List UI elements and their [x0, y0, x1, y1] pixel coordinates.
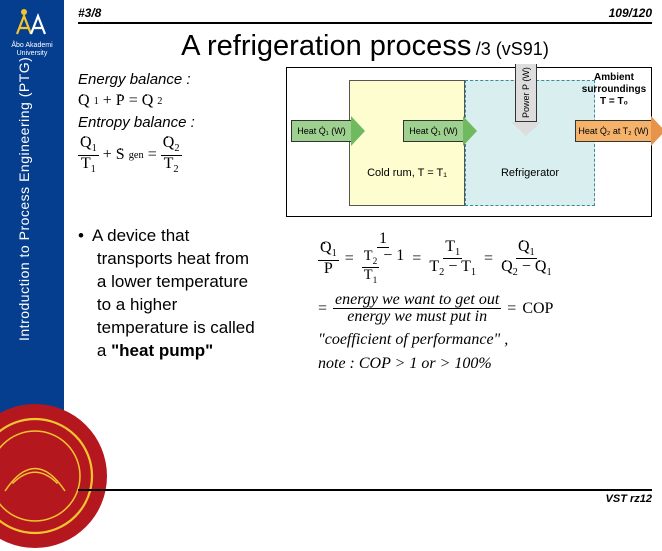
university-name: Åbo Akademi University — [11, 42, 52, 58]
aa-logo-icon — [14, 4, 50, 40]
cop-eq-line2: = energy we want to get out energy we mu… — [318, 292, 652, 325]
heat-pump-bullet: •A device that transports heat from a lo… — [78, 225, 308, 379]
cop-label-line: "coefficient of performance" , — [318, 331, 652, 349]
title-main: A refrigeration process — [181, 30, 471, 62]
entropy-balance-label: Entropy balance : — [78, 114, 278, 131]
ambient-label: Ambient surroundings T = T₀ — [581, 72, 647, 108]
energy-balance-label: Energy balance : — [78, 71, 278, 88]
energy-balance-eq: Q1 + P = Q2 — [78, 92, 278, 110]
footer-bar: VST rz12 — [78, 489, 652, 505]
power-arrow: Power P (W) — [515, 64, 537, 136]
slide-title: A refrigeration process /3 (vS91) — [78, 30, 652, 63]
refrigeration-diagram: Cold rum, T = T₁ Refrigerator Ambient su… — [286, 67, 652, 217]
university-logo: Åbo Akademi University — [10, 4, 54, 60]
page-number: 109/120 — [609, 6, 652, 20]
slide-content: #3/8 109/120 A refrigeration process /3 … — [64, 0, 662, 511]
cop-note-line: note : COP > 1 or > 100% — [318, 355, 652, 373]
cop-derivation: Q1 P = 1 T2 T1 − 1 = T1 — [318, 225, 652, 379]
footer-text: VST rz12 — [606, 493, 652, 505]
heat-arrow-3: Heat Q̇₂ at T₂ (W) — [575, 120, 662, 142]
refrigerator-label: Refrigerator — [466, 167, 594, 179]
heat-arrow-2: Heat Q̇₁ (W) — [403, 120, 477, 142]
cop-eq-line1: Q1 P = 1 T2 T1 − 1 = T1 — [318, 231, 652, 286]
cold-room-label: Cold rum, T = T₁ — [350, 167, 464, 179]
course-title-vertical: Introduction to Process Engineering (PTG… — [16, 57, 32, 341]
cold-room-box: Cold rum, T = T₁ — [349, 80, 465, 206]
entropy-balance-eq: Q1 T1 + Sgen = Q2 T2 — [78, 135, 278, 175]
title-sub: /3 (vS91) — [476, 39, 549, 59]
heat-arrow-1: Heat Q̇₁ (W) — [291, 120, 365, 142]
balance-equations: Energy balance : Q1 + P = Q2 Entropy bal… — [78, 67, 278, 217]
header-bar: #3/8 109/120 — [78, 6, 652, 24]
sidebar: Åbo Akademi University Introduction to P… — [0, 0, 64, 511]
slide-index: #3/8 — [78, 6, 101, 20]
